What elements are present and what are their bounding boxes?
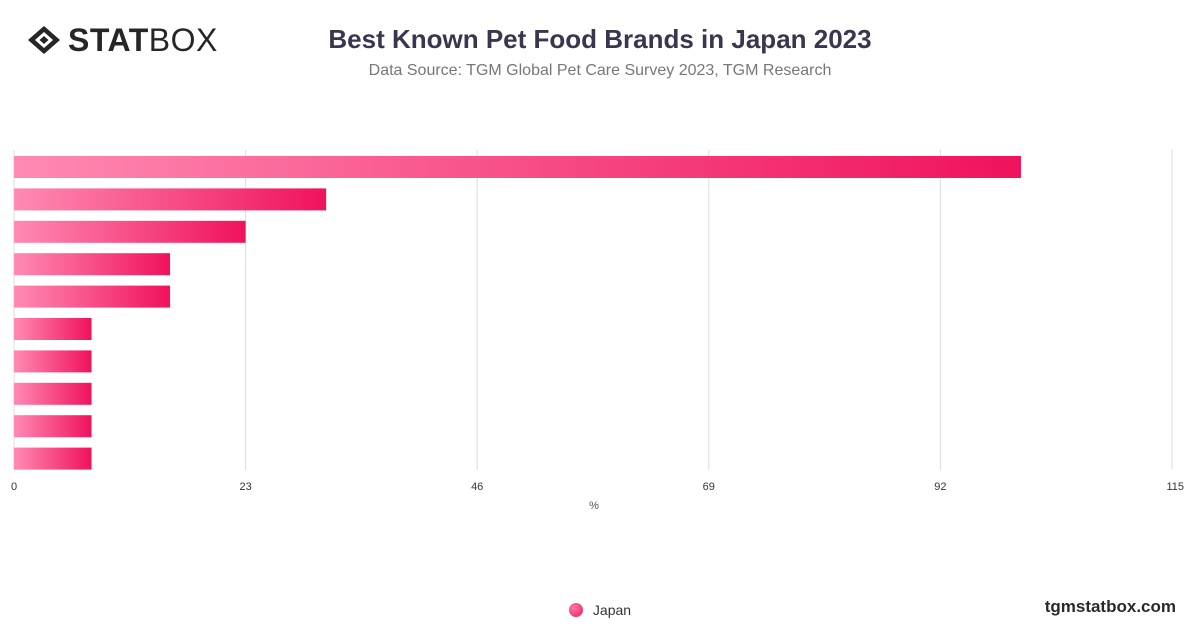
bar-1[interactable] bbox=[14, 188, 327, 211]
bar-7[interactable] bbox=[14, 382, 92, 405]
chart-subtitle: Data Source: TGM Global Pet Care Survey … bbox=[368, 62, 832, 79]
logo-text-light: BOX bbox=[148, 22, 218, 58]
logo-text-bold: STAT bbox=[68, 22, 149, 58]
x-tick-label-3: 69 bbox=[703, 481, 715, 493]
bar-5[interactable] bbox=[14, 318, 92, 340]
bar-4[interactable] bbox=[14, 285, 171, 308]
diamond-logo-icon bbox=[28, 26, 60, 54]
bar-8[interactable] bbox=[14, 415, 92, 438]
x-tick-label-2: 46 bbox=[471, 481, 483, 493]
bar-2[interactable] bbox=[14, 220, 246, 243]
statbox-logo: STATBOX bbox=[26, 22, 218, 58]
legend: Japan bbox=[0, 602, 1200, 618]
site-url: tgmstatbox.com bbox=[1044, 597, 1176, 616]
legend-label-japan[interactable]: Japan bbox=[592, 602, 632, 618]
x-tick-label-5: 115 bbox=[1166, 481, 1184, 493]
bar-6[interactable] bbox=[14, 350, 92, 373]
x-axis-label: % bbox=[589, 500, 599, 512]
logo-text: STATBOX bbox=[68, 22, 218, 58]
bar-9[interactable] bbox=[14, 447, 92, 470]
x-tick-label-0: 0 bbox=[11, 481, 17, 493]
bars bbox=[14, 156, 1021, 470]
legend-marker-japan[interactable] bbox=[568, 603, 583, 617]
bar-0[interactable] bbox=[14, 156, 1021, 178]
x-tick-label-4: 92 bbox=[934, 481, 946, 493]
chart-title: Best Known Pet Food Brands in Japan 2023 bbox=[328, 24, 872, 54]
x-axis-ticks: 0 23 46 69 92 115 bbox=[11, 481, 1184, 493]
bar-3[interactable] bbox=[14, 253, 171, 276]
x-tick-label-1: 23 bbox=[239, 481, 251, 493]
